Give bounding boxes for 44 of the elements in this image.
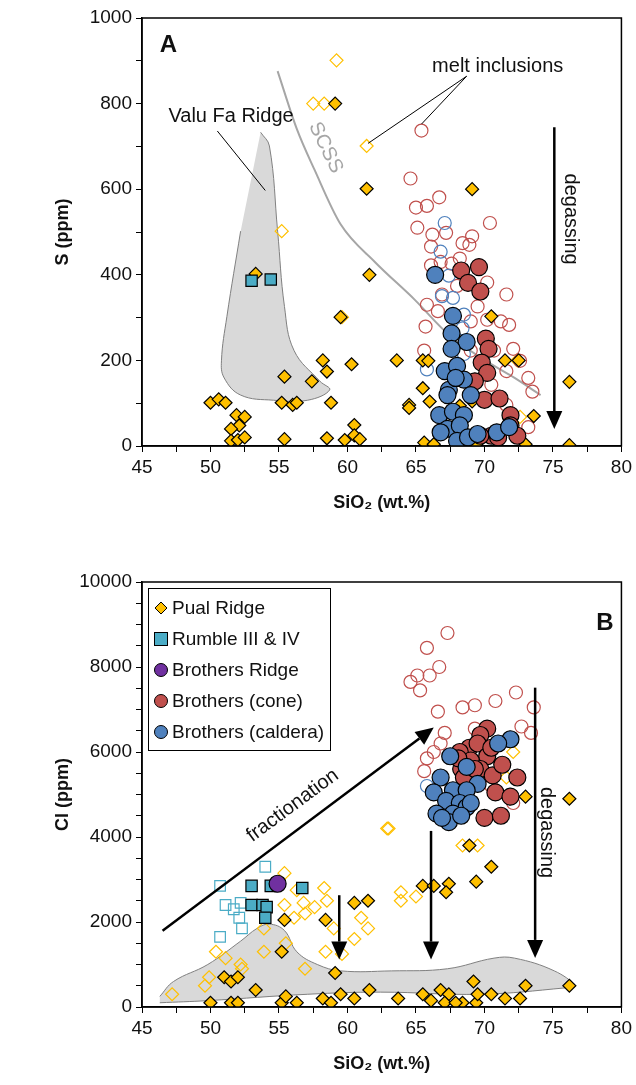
y-tick-label: 0 [121, 434, 132, 456]
annotation: degassing [561, 173, 584, 265]
legend-label: Pual Ridge [172, 596, 265, 619]
x-axis-title: SiO₂ (wt.%) [333, 492, 431, 513]
x-tick-label: 50 [199, 1016, 222, 1038]
y-tick-label: 400 [100, 263, 132, 285]
x-axis-title: SiO₂ (wt.%) [333, 1053, 431, 1074]
x-tick-label: 80 [610, 455, 632, 477]
legend-label: Brothers (caldera) [172, 720, 325, 743]
y-tick-label: 6000 [89, 740, 132, 762]
y-tick-label: 4000 [89, 825, 132, 847]
y-tick-label: 8000 [89, 655, 132, 677]
x-tick-label: 70 [473, 1016, 496, 1038]
legend-label: Brothers (cone) [172, 689, 303, 712]
x-tick-label: 55 [268, 455, 290, 477]
y-tick-label: 1000 [89, 6, 132, 28]
x-tick-label: 65 [405, 455, 427, 477]
y-axis-title: Cl (ppm) [51, 758, 72, 831]
x-tick-label: 50 [199, 455, 222, 477]
annotation: melt inclusions [432, 53, 564, 76]
x-tick-label: 60 [336, 455, 359, 477]
annotation: Valu Fa Ridge [168, 103, 294, 126]
annotation: SCSS [305, 117, 349, 177]
x-tick-label: 55 [268, 1016, 290, 1038]
annotation: A [159, 30, 178, 58]
x-tick-label: 80 [610, 1016, 632, 1038]
y-tick-label: 10000 [79, 570, 132, 592]
x-tick-label: 60 [336, 1016, 359, 1038]
x-tick-label: 45 [131, 455, 153, 477]
y-axis-title: S (ppm) [51, 198, 72, 266]
legend-label: Rumble III & IV [172, 627, 300, 650]
legend-label: Brothers Ridge [172, 658, 299, 681]
x-tick-label: 70 [473, 455, 496, 477]
y-tick-label: 200 [100, 348, 132, 370]
y-tick-label: 0 [121, 995, 132, 1017]
x-tick-label: 75 [542, 1016, 564, 1038]
x-tick-label: 45 [131, 1016, 153, 1038]
annotation: degassing [536, 786, 559, 879]
y-tick-label: 2000 [89, 910, 132, 932]
annotation: B [596, 607, 614, 635]
y-tick-label: 600 [100, 177, 132, 199]
y-tick-label: 800 [100, 91, 132, 113]
x-tick-label: 75 [542, 455, 564, 477]
x-tick-label: 65 [405, 1016, 427, 1038]
